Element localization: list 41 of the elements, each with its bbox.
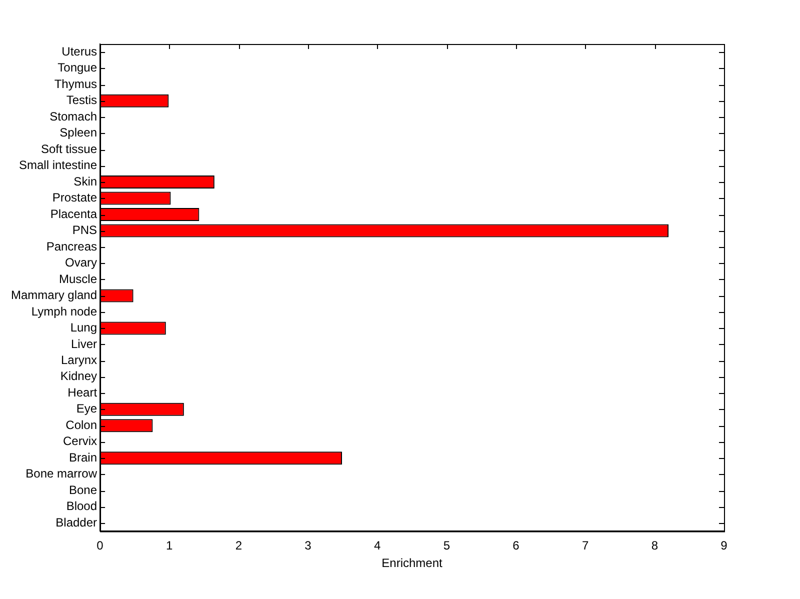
x-tick-label: 4 bbox=[374, 538, 382, 553]
x-tick-label: 5 bbox=[443, 538, 450, 553]
y-tick-label: Uterus bbox=[62, 44, 98, 58]
y-tick-label: Tongue bbox=[58, 60, 98, 75]
y-tick-label: Lymph node bbox=[31, 304, 98, 318]
y-tick-label: Muscle bbox=[59, 272, 98, 286]
y-tick-label: Bone marrow bbox=[26, 466, 98, 481]
x-tick-label: 1 bbox=[166, 538, 174, 553]
x-tick-label: 3 bbox=[304, 538, 312, 553]
y-tick-label: Stomach bbox=[50, 109, 98, 124]
y-tick-label: Skin bbox=[74, 174, 98, 188]
y-tick-label: Soft tissue bbox=[40, 142, 98, 156]
x-tick-label: 7 bbox=[582, 538, 589, 553]
y-tick-label: Lung bbox=[70, 320, 98, 335]
y-tick-label: Bone bbox=[68, 482, 98, 497]
y-tick-label: Brain bbox=[69, 450, 98, 464]
y-tick-label: Bladder bbox=[56, 515, 98, 530]
y-tick-label: Mammary gland bbox=[10, 288, 98, 302]
y-tick-label: Blood bbox=[66, 499, 98, 514]
y-tick-label: Placenta bbox=[50, 206, 98, 221]
y-tick-label: Eye bbox=[76, 402, 98, 416]
y-tick-label: Pancreas bbox=[46, 239, 98, 254]
y-tick-label: Heart bbox=[68, 385, 98, 400]
y-tick-label: Prostate bbox=[52, 190, 98, 205]
x-tick-label: 6 bbox=[512, 538, 520, 553]
x-axis-title: Enrichment bbox=[382, 556, 444, 570]
x-tick-label: 8 bbox=[651, 538, 658, 553]
y-tick-label: Ovary bbox=[65, 256, 98, 270]
y-tick-label: Liver bbox=[71, 336, 98, 351]
y-tick-label: Larynx bbox=[60, 352, 98, 367]
x-tick-label: 0 bbox=[96, 538, 104, 553]
y-tick-label: Thymus bbox=[54, 76, 98, 91]
x-tick-label: 2 bbox=[235, 538, 242, 553]
y-tick-label: Testis bbox=[66, 93, 98, 108]
y-tick-label: Kidney bbox=[60, 369, 98, 384]
y-tick-label: Small intestine bbox=[18, 158, 98, 172]
y-tick-label: PNS bbox=[72, 223, 98, 238]
y-tick-label: Colon bbox=[66, 418, 98, 432]
y-tick-label: Spleen bbox=[60, 126, 98, 140]
x-tick-label: 9 bbox=[720, 538, 728, 553]
y-tick-label: Cervix bbox=[63, 434, 98, 448]
